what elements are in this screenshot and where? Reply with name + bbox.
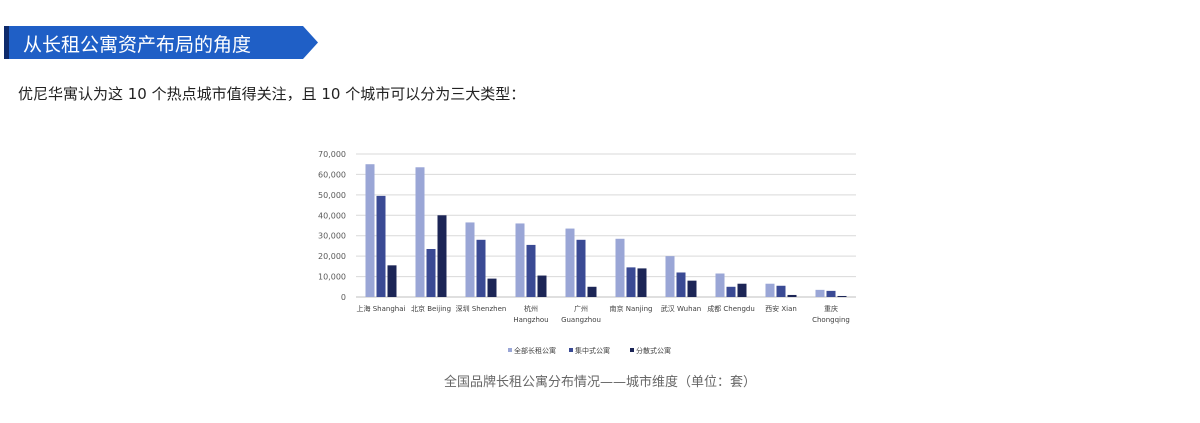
bar: [487, 278, 497, 297]
bar: [815, 289, 825, 297]
bar: [565, 228, 575, 297]
x-tick-label: 西安 Xian: [765, 304, 797, 313]
bar: [615, 238, 625, 297]
x-tick-label: 上海 Shanghai: [357, 304, 406, 313]
bar: [715, 273, 725, 297]
x-tick-label: 深圳 Shenzhen: [456, 304, 507, 313]
legend-label: 分散式公寓: [636, 346, 671, 355]
bar: [737, 283, 747, 297]
legend-label: 集中式公寓: [575, 346, 610, 355]
bar: [476, 239, 486, 297]
y-tick-label: 10,000: [318, 273, 346, 282]
legend: 全部长租公寓 集中式公寓 分散式公寓: [508, 346, 671, 355]
y-tick-label: 0: [341, 293, 346, 302]
x-tick-label: 杭州: [524, 304, 538, 313]
bar: [426, 248, 436, 297]
x-tick-label: 广州: [574, 304, 588, 313]
y-tick-label: 20,000: [318, 252, 346, 261]
y-tick-label: 40,000: [318, 211, 346, 220]
x-tick-label: Chongqing: [812, 316, 850, 324]
x-tick-label: 南京 Nanjing: [610, 304, 653, 313]
x-tick-label: 武汉 Wuhan: [661, 304, 702, 313]
bars: [365, 164, 847, 297]
legend-swatch: [630, 348, 634, 352]
x-tick-label: Hangzhou: [513, 316, 548, 324]
y-tick-label: 30,000: [318, 232, 346, 241]
bar: [526, 244, 536, 297]
y-tick-label: 50,000: [318, 191, 346, 200]
bar: [676, 272, 686, 297]
bar: [465, 222, 475, 297]
bar: [626, 267, 636, 297]
x-tick-label: 成都 Chengdu: [707, 304, 755, 313]
x-tick-label: Guangzhou: [561, 316, 601, 324]
bar: [387, 265, 397, 297]
bar: [637, 268, 647, 297]
y-tick-label: 70,000: [318, 150, 346, 159]
x-tick-label: 重庆: [824, 304, 838, 313]
y-tick-label: 60,000: [318, 170, 346, 179]
bar: [376, 195, 386, 297]
bar: [437, 215, 447, 297]
bar: [687, 280, 697, 297]
legend-swatch: [508, 348, 512, 352]
bar: [776, 285, 786, 297]
x-tick-label: 北京 Beijing: [411, 304, 451, 313]
y-axis-tick-labels: 0 10,000 20,000 30,000 40,000 50,000 60,000 70,…: [318, 150, 346, 302]
chart-caption: 全国品牌长租公寓分布情况——城市维度（单位：套）: [443, 375, 756, 390]
bar: [537, 275, 547, 297]
bar: [415, 167, 425, 297]
bar: [587, 286, 597, 297]
bar: [765, 283, 775, 297]
bar: [787, 294, 797, 297]
bar: [515, 223, 525, 297]
section-banner: 从长租公寓资产布局的角度: [4, 26, 318, 59]
section-title: 从长租公寓资产布局的角度: [23, 34, 252, 56]
bar: [837, 295, 847, 297]
bar: [826, 290, 836, 297]
legend-label: 全部长租公寓: [514, 346, 556, 355]
bar: [576, 239, 586, 297]
x-axis-category-labels: 上海 Shanghai 北京 Beijing 深圳 Shenzhen 杭州 Hangzh…: [357, 304, 850, 324]
legend-swatch: [569, 348, 573, 352]
bar: [726, 286, 736, 297]
bar: [365, 164, 375, 297]
intro-text: 优尼华寓认为这 10 个热点城市值得关注，且 10 个城市可以分为三大类型：: [18, 85, 526, 103]
bar: [665, 256, 675, 297]
